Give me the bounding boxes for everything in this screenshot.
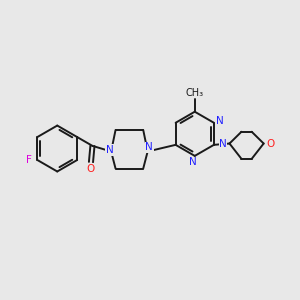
Text: O: O — [266, 139, 274, 148]
Text: O: O — [87, 164, 95, 173]
Text: N: N — [145, 142, 153, 152]
Text: N: N — [217, 116, 224, 126]
Text: F: F — [26, 155, 32, 165]
Text: N: N — [219, 139, 227, 148]
Text: N: N — [106, 145, 113, 155]
Text: CH₃: CH₃ — [186, 88, 204, 98]
Text: N: N — [189, 158, 197, 167]
